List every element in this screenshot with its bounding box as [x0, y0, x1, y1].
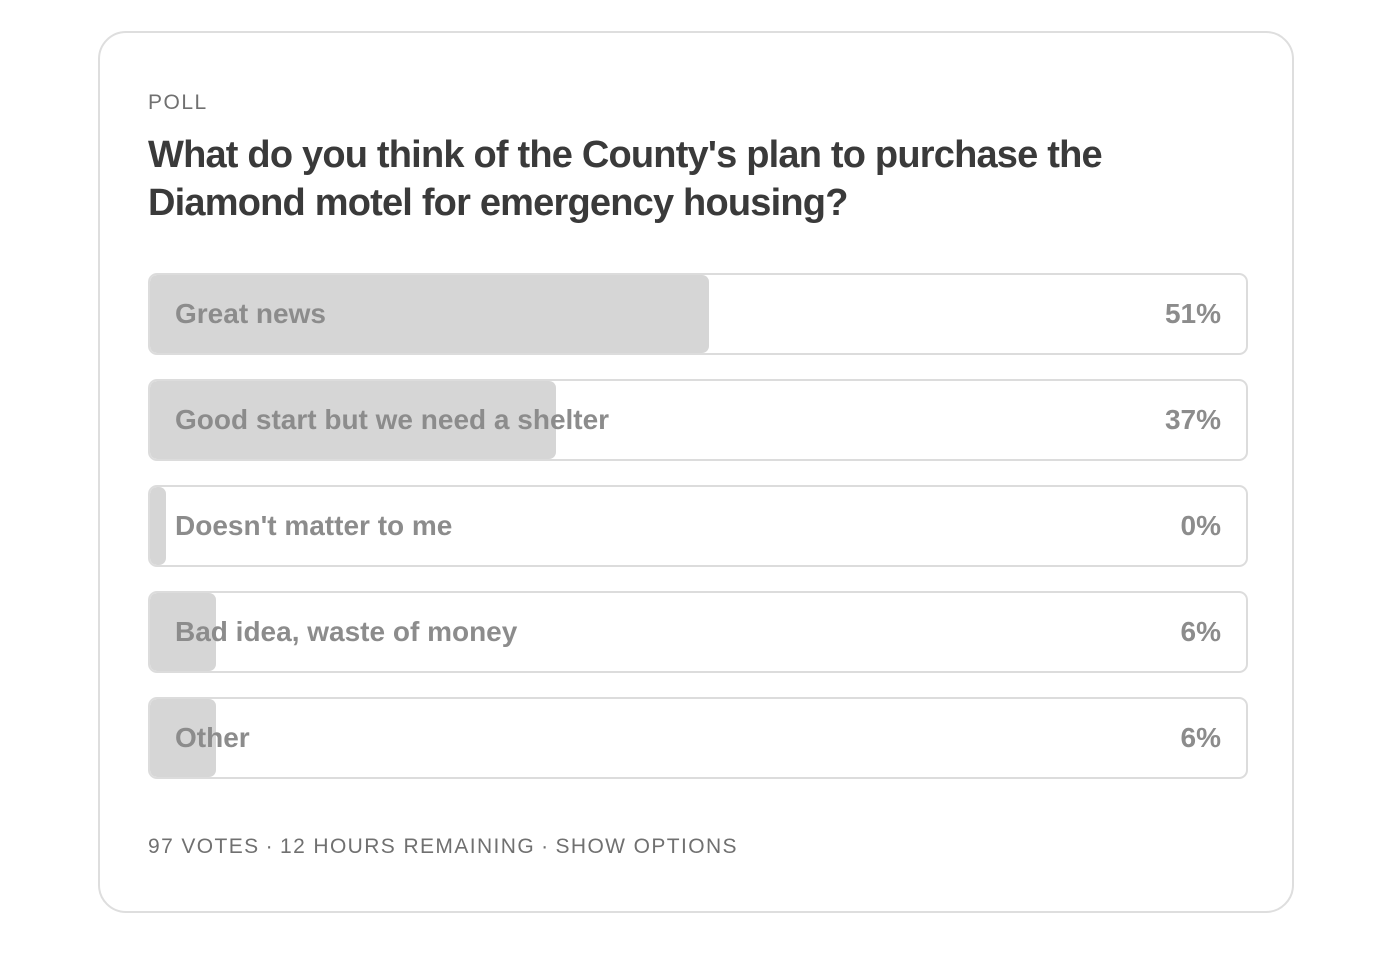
- option-percent: 6%: [1180, 722, 1221, 753]
- separator: ·: [265, 835, 274, 858]
- poll-option-other[interactable]: Other 6%: [148, 697, 1248, 779]
- option-label: Doesn't matter to me: [175, 510, 453, 541]
- result-bar: [150, 699, 216, 777]
- poll-question: What do you think of the County's plan t…: [148, 134, 1103, 224]
- option-label: Bad idea, waste of money: [175, 616, 518, 647]
- option-percent: 51%: [1164, 298, 1221, 329]
- poll-footer: 97 VOTES · 12 HOURS REMAINING · SHOW OPTIONS: [148, 835, 738, 859]
- result-bar: [150, 487, 166, 565]
- vote-count: 97 VOTES: [148, 835, 260, 858]
- poll-options: Great news 51% Good start but we need a …: [148, 273, 1248, 803]
- option-label: Other: [175, 722, 250, 753]
- time-remaining: 12 HOURS REMAINING: [279, 835, 536, 858]
- separator: ·: [541, 835, 550, 858]
- poll-kicker: POLL: [148, 91, 208, 114]
- result-bar: [150, 381, 556, 459]
- result-bar: [150, 593, 216, 671]
- option-label: Great news: [175, 298, 326, 329]
- option-percent: 37%: [1164, 404, 1221, 435]
- poll-option-great-news[interactable]: Great news 51%: [148, 273, 1248, 355]
- show-options-link[interactable]: SHOW OPTIONS: [555, 835, 738, 858]
- option-percent: 0%: [1180, 510, 1221, 541]
- poll-card: POLL What do you think of the County's p…: [98, 31, 1294, 913]
- result-bar: [150, 275, 709, 353]
- option-percent: 6%: [1180, 616, 1221, 647]
- poll-option-good-start[interactable]: Good start but we need a shelter 37%: [148, 379, 1248, 461]
- poll-option-bad-idea[interactable]: Bad idea, waste of money 6%: [148, 591, 1248, 673]
- poll-option-doesnt-matter[interactable]: Doesn't matter to me 0%: [148, 485, 1248, 567]
- option-label: Good start but we need a shelter: [175, 404, 610, 435]
